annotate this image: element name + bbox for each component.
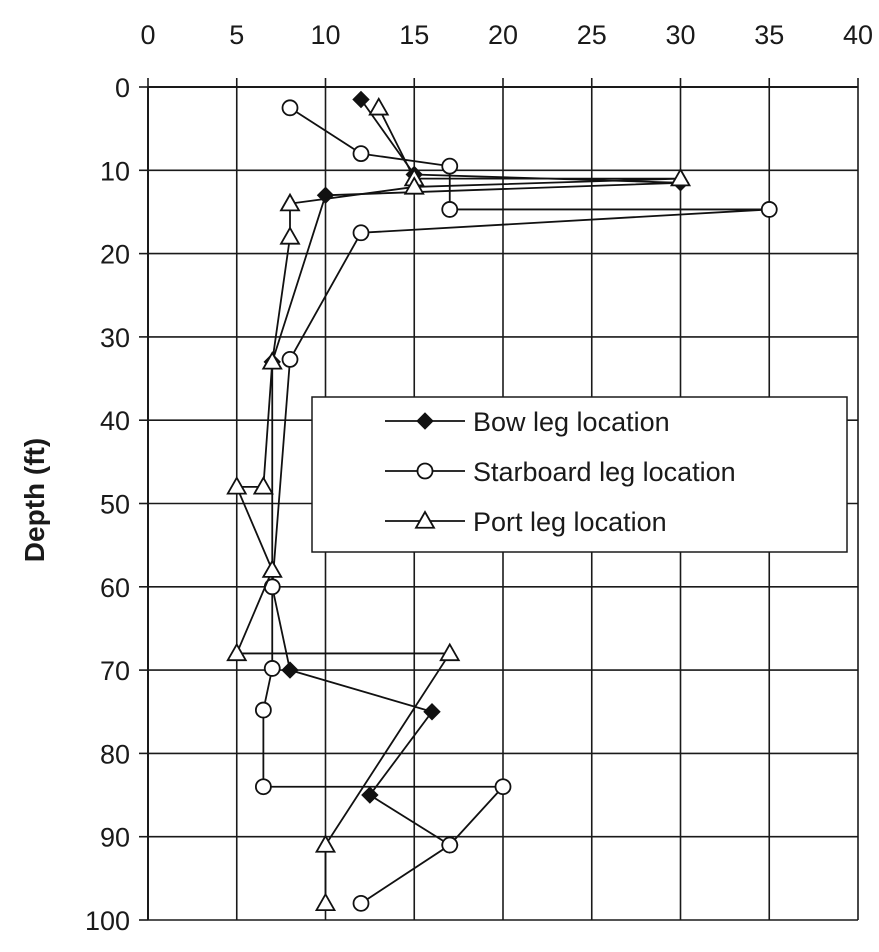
y-tick-label-50: 50	[100, 490, 130, 520]
y-tick-label-70: 70	[100, 656, 130, 686]
data-point-starboard-6	[281, 350, 299, 368]
y-tick-label-90: 90	[100, 823, 130, 853]
x-tick-label-20: 20	[488, 20, 518, 50]
data-point-bow-6	[281, 661, 299, 679]
legend-label-starboard: Starboard leg location	[473, 457, 736, 487]
data-point-starboard-0	[281, 99, 299, 117]
data-point-port-6	[261, 351, 283, 370]
data-point-bow-3	[316, 186, 335, 204]
data-point-port-7	[252, 476, 274, 495]
x-tick-label-15: 15	[399, 20, 429, 50]
y-tick-label-80: 80	[100, 739, 130, 769]
x-tick-label-10: 10	[310, 20, 340, 50]
data-point-port-13	[314, 892, 337, 911]
data-point-starboard-2	[441, 157, 459, 175]
x-tick-label-0: 0	[140, 20, 155, 50]
legend-marker-starboard	[416, 462, 434, 480]
y-tick-label-20: 20	[100, 240, 130, 270]
y-tick-label-100: 100	[85, 906, 130, 936]
x-tick-label-5: 5	[229, 20, 244, 50]
x-tick-label-35: 35	[754, 20, 784, 50]
data-point-port-12	[314, 834, 337, 853]
data-point-starboard-4	[760, 201, 778, 218]
legend-marker-bow	[416, 412, 434, 430]
data-point-port-2	[669, 167, 692, 187]
y-tick-label-40: 40	[100, 406, 130, 436]
y-tick-label-60: 60	[100, 573, 130, 603]
data-point-starboard-11	[494, 778, 512, 796]
x-tick-label-40: 40	[843, 20, 873, 50]
y-axis-title: Depth (ft)	[19, 438, 50, 562]
data-point-starboard-8	[263, 660, 281, 677]
axes: 0 5 10 15 20 25 30 35 40 0 10 20 30 40 50 60 70 80 90 100	[85, 20, 873, 936]
legend-marker-port	[414, 510, 436, 529]
data-point-port-4	[279, 192, 301, 212]
data-point-starboard-1	[352, 145, 370, 163]
data-point-starboard-5	[352, 224, 370, 242]
data-point-port-3	[403, 176, 425, 195]
data-point-port-0	[368, 97, 390, 116]
data-point-starboard-3	[441, 201, 459, 218]
legend-label-port: Port leg location	[473, 507, 667, 537]
y-tick-label-0: 0	[115, 73, 130, 103]
data-point-port-5	[279, 226, 301, 245]
data-point-starboard-13	[352, 894, 370, 912]
data-point-starboard-10	[254, 778, 272, 796]
legend-box	[311, 396, 848, 553]
data-point-bow-7	[423, 703, 441, 721]
data-point-port-9	[261, 559, 283, 578]
series-port	[226, 97, 692, 911]
data-point-starboard-9	[254, 701, 272, 719]
data-point-bow-8	[361, 786, 379, 804]
series-line-port	[235, 107, 681, 904]
legend: Bow leg location Starboard leg location …	[311, 396, 848, 553]
data-point-bow-0	[352, 90, 370, 109]
y-tick-label-30: 30	[100, 323, 130, 353]
data-point-starboard-12	[441, 836, 459, 854]
data-point-port-8	[226, 476, 248, 495]
series-group	[226, 90, 778, 912]
x-tick-label-30: 30	[665, 20, 695, 50]
x-tick-label-25: 25	[577, 20, 607, 50]
y-tick-label-10: 10	[100, 156, 130, 186]
legend-label-bow: Bow leg location	[473, 407, 670, 437]
data-point-port-10	[226, 642, 248, 662]
data-point-port-11	[439, 642, 461, 662]
series-starboard	[254, 99, 778, 912]
